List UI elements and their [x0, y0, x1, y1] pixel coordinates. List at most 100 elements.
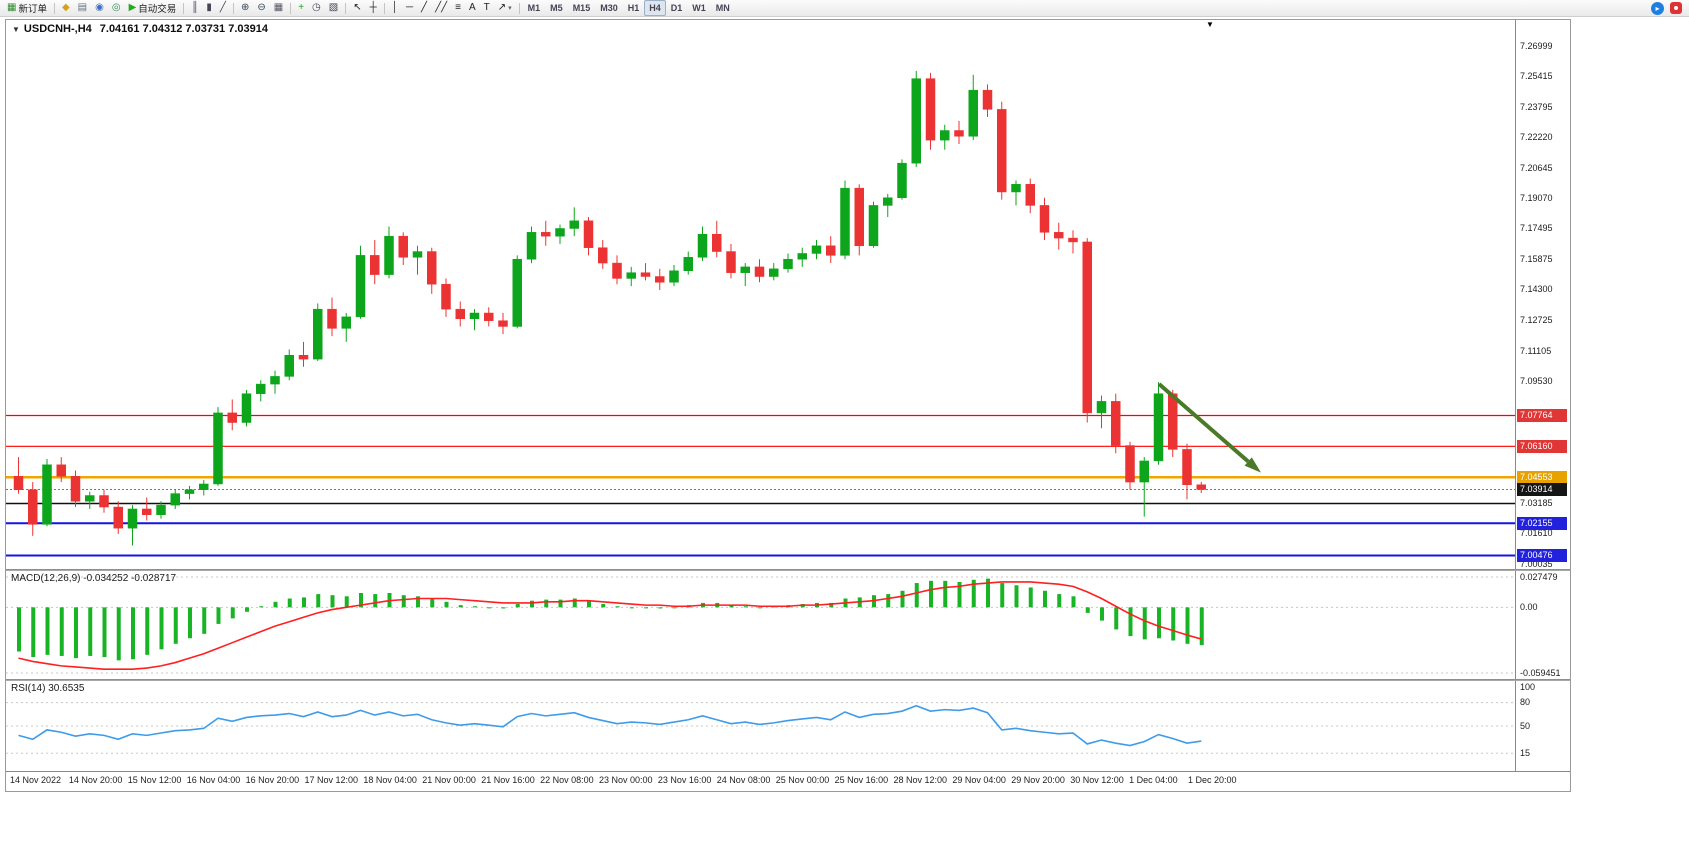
toolbar-separator	[345, 2, 347, 14]
macd-histogram-bar	[159, 607, 164, 650]
macd-histogram-bar	[102, 607, 107, 658]
pane-splitter[interactable]	[6, 569, 1570, 571]
time-axis[interactable]: 14 Nov 2022 14 Nov 20:00 15 Nov 12:00 16 No…	[6, 771, 1570, 790]
macd-canvas[interactable]	[6, 571, 1516, 679]
arrows-button[interactable]: ↗ ▾	[494, 0, 516, 16]
price-chart-canvas[interactable]	[6, 20, 1516, 569]
price-tick: 7.25415	[1520, 70, 1553, 81]
price-scale[interactable]: 7.26999 7.25415 7.23795 7.22220 7.20645 7.190…	[1515, 20, 1570, 569]
timeframe-m15-button[interactable]: M15	[572, 3, 591, 13]
label-icon: T	[483, 2, 490, 13]
horizontal-line-button[interactable]: ─	[402, 0, 417, 16]
macd-histogram-bar	[1100, 607, 1104, 621]
chart-line-type-button[interactable]: ╱	[216, 0, 230, 16]
chart-shift-marker[interactable]: ▼	[1206, 20, 1214, 29]
candle	[398, 232, 408, 265]
time-label: 29 Nov 20:00	[1011, 775, 1065, 785]
timeframe-h4-button[interactable]: H4	[644, 0, 666, 16]
candle	[655, 268, 665, 290]
time-label: 17 Nov 12:00	[304, 775, 359, 785]
candle	[85, 491, 95, 509]
navigator-button[interactable]: ◎	[108, 0, 125, 16]
rsi-label: RSI(14) 30.6535	[11, 683, 84, 694]
chart-window: 7.26999 7.25415 7.23795 7.22220 7.20645 7.190…	[5, 19, 1571, 792]
autotrading-button[interactable]: ▶ 自动交易	[125, 0, 181, 16]
periods-button[interactable]: ◷	[308, 0, 325, 16]
indicators-button[interactable]: +	[294, 0, 308, 16]
timeframe-w1-button[interactable]: W1	[692, 3, 706, 13]
timeframe-d1-button[interactable]: D1	[670, 3, 683, 13]
time-label: 14 Nov 2022	[10, 775, 62, 785]
trend-arrow-annotation[interactable]	[1157, 382, 1262, 473]
templates-button[interactable]: ▧	[325, 0, 342, 16]
candle	[1139, 457, 1149, 517]
zoom-out-button[interactable]: ⊖	[253, 0, 269, 16]
text-button[interactable]: A	[465, 0, 480, 16]
candle	[897, 159, 907, 200]
macd-histogram-bar	[131, 607, 135, 660]
timeframe-mn-button[interactable]: MN	[715, 3, 730, 13]
macd-histogram-bar	[273, 601, 278, 608]
macd-axis-label: 0.027479	[1520, 571, 1558, 582]
macd-histogram-bar	[743, 606, 748, 608]
price-tick: 7.20645	[1520, 162, 1553, 173]
alert-icon[interactable]	[1670, 2, 1682, 14]
macd-histogram-bar	[444, 601, 449, 608]
candle	[697, 226, 708, 262]
market-watch-button[interactable]: ◆	[58, 0, 74, 16]
autotrading-icon: ▶	[128, 2, 137, 13]
zoom-out-icon: ⊖	[257, 2, 266, 13]
macd-histogram-bar	[986, 578, 990, 608]
candle	[256, 380, 266, 402]
candle	[754, 259, 765, 283]
candle	[911, 70, 921, 168]
macd-histogram-bar	[202, 607, 207, 634]
chart-bar-type-button[interactable]: ║	[187, 0, 202, 16]
timeframe-h1-button[interactable]: H1	[627, 3, 640, 13]
print-button[interactable]: ▤	[74, 0, 91, 16]
vertical-line-button[interactable]: │	[388, 0, 402, 16]
crosshair-button[interactable]: ┼	[366, 0, 381, 16]
collapse-panel-icon[interactable]: ▼	[12, 25, 20, 34]
candle	[1039, 197, 1050, 241]
zoom-in-button[interactable]: ⊕	[237, 0, 253, 16]
macd-histogram-bar	[1014, 585, 1019, 608]
macd-histogram-bar	[245, 607, 249, 612]
tile-windows-button[interactable]: ▦	[270, 0, 287, 16]
macd-histogram-bar	[658, 607, 663, 609]
label-button[interactable]: T	[480, 0, 494, 16]
new-order-button[interactable]: ▦ 新订单	[3, 0, 51, 16]
chart-line-type-icon: ╱	[219, 2, 226, 13]
rsi-canvas[interactable]	[6, 681, 1516, 771]
candle	[99, 489, 109, 513]
chart-candle-type-button[interactable]: ▮	[202, 0, 216, 16]
macd-histogram-bar	[601, 604, 606, 608]
macd-histogram-bar	[59, 607, 64, 656]
pane-splitter[interactable]	[6, 679, 1570, 681]
macd-histogram-bar	[1142, 607, 1147, 640]
fibonacci-button[interactable]: ≡	[451, 0, 465, 16]
timeframe-m30-button[interactable]: M30	[600, 3, 618, 13]
price-tick: 7.15875	[1520, 254, 1553, 265]
templates-icon: ▧	[328, 2, 339, 13]
trendline-button[interactable]: ╱	[417, 0, 431, 16]
community-button[interactable]: ▸	[1651, 1, 1664, 15]
candle	[227, 399, 237, 431]
candle	[170, 489, 180, 509]
macd-histogram-bar	[145, 607, 150, 655]
timeframe-m1-button[interactable]: M1	[527, 3, 541, 13]
cursor-button[interactable]: ↖	[349, 0, 365, 16]
data-window-button[interactable]: ◉	[91, 0, 108, 16]
channel-button[interactable]: ╱╱	[431, 0, 451, 16]
candle	[1182, 443, 1192, 500]
macd-histogram-bar	[1000, 583, 1005, 608]
timeframe-m5-button[interactable]: M5	[550, 3, 563, 13]
macd-histogram-bar	[957, 581, 962, 608]
macd-histogram-bar	[74, 607, 78, 659]
community-icon: ▸	[1655, 3, 1660, 13]
new-order-icon: ▦	[7, 2, 17, 13]
candle	[142, 497, 152, 521]
tile-windows-icon: ▦	[273, 2, 284, 13]
macd-histogram-bar	[173, 607, 178, 644]
candle	[640, 263, 651, 281]
